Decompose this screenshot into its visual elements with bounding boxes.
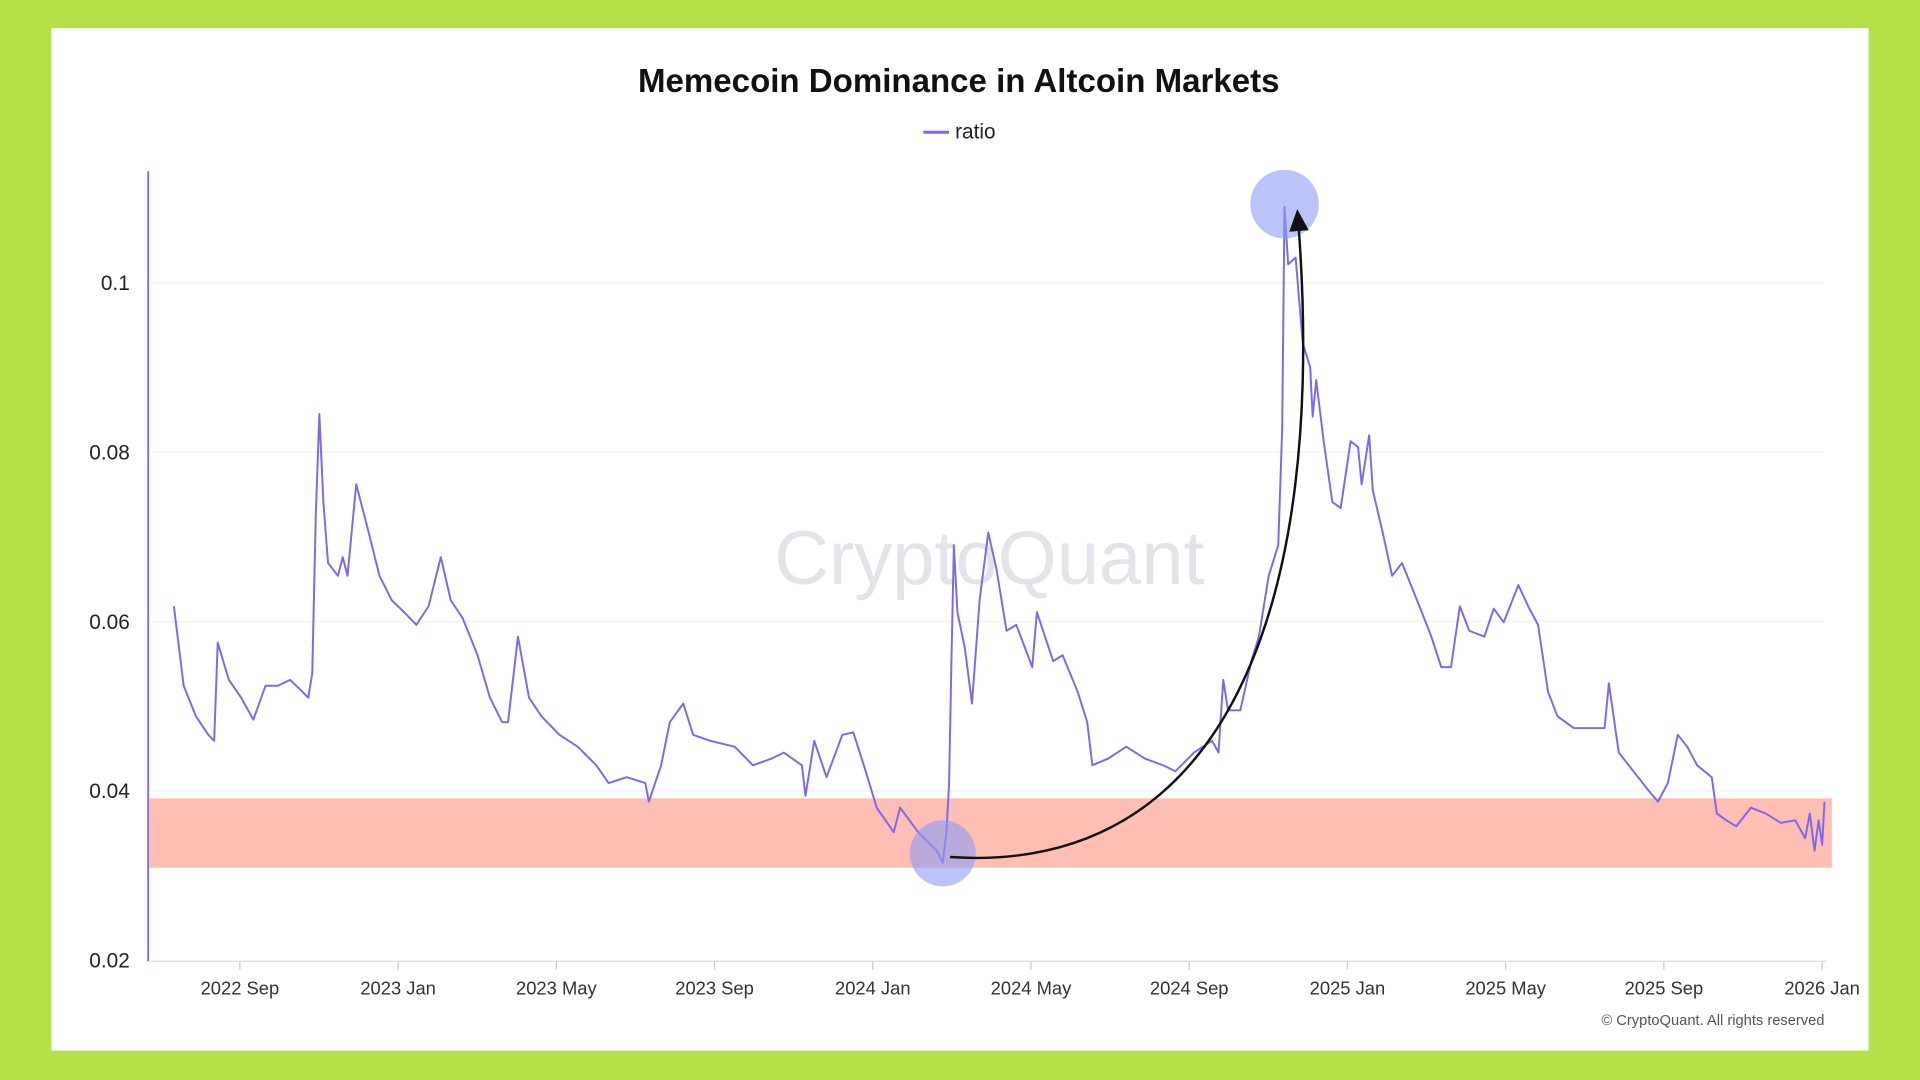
x-tick-label: 2024 Sep bbox=[1150, 977, 1229, 998]
y-tick-label: 0.08 bbox=[89, 441, 129, 464]
series-line-ratio bbox=[172, 205, 1826, 864]
x-tick-label: 2022 Sep bbox=[201, 977, 280, 998]
x-tick-label: 2023 Sep bbox=[675, 977, 754, 998]
grid bbox=[149, 282, 1825, 792]
y-tick-label: 0.06 bbox=[89, 611, 129, 634]
x-tick-label: 2023 Jan bbox=[360, 977, 436, 998]
x-tick-label: 2024 May bbox=[991, 977, 1072, 998]
x-tick-label: 2025 Sep bbox=[1625, 977, 1704, 998]
y-tick-label: 0.04 bbox=[89, 780, 129, 803]
legend-label: ratio bbox=[955, 120, 995, 143]
highlight-band bbox=[149, 798, 1832, 868]
y-tick-label: 0.1 bbox=[101, 272, 130, 295]
copyright: © CryptoQuant. All rights reserved bbox=[1601, 1013, 1824, 1029]
chart-title: Memecoin Dominance in Altcoin Markets bbox=[638, 63, 1280, 100]
watermark: CryptoQuant bbox=[774, 516, 1204, 601]
trend-arrow bbox=[950, 209, 1309, 860]
y-axis-ticks: 0.02 0.04 0.06 0.08 0.1 bbox=[89, 272, 129, 972]
legend[interactable]: ratio bbox=[923, 120, 996, 143]
high-point-highlight bbox=[1250, 169, 1319, 239]
x-tick-label: 2025 Jan bbox=[1310, 977, 1386, 998]
low-point-highlight bbox=[909, 820, 976, 887]
x-axis-ticks: 2022 Sep 2023 Jan 2023 May 2023 Sep 2024 Jan… bbox=[201, 961, 1860, 998]
x-tick-label: 2023 May bbox=[516, 977, 597, 998]
x-tick-label: 2025 May bbox=[1465, 977, 1546, 998]
x-tick-label: 2026 Jan bbox=[1784, 977, 1860, 998]
y-tick-label: 0.02 bbox=[89, 949, 129, 972]
x-tick-label: 2024 Jan bbox=[835, 977, 911, 998]
